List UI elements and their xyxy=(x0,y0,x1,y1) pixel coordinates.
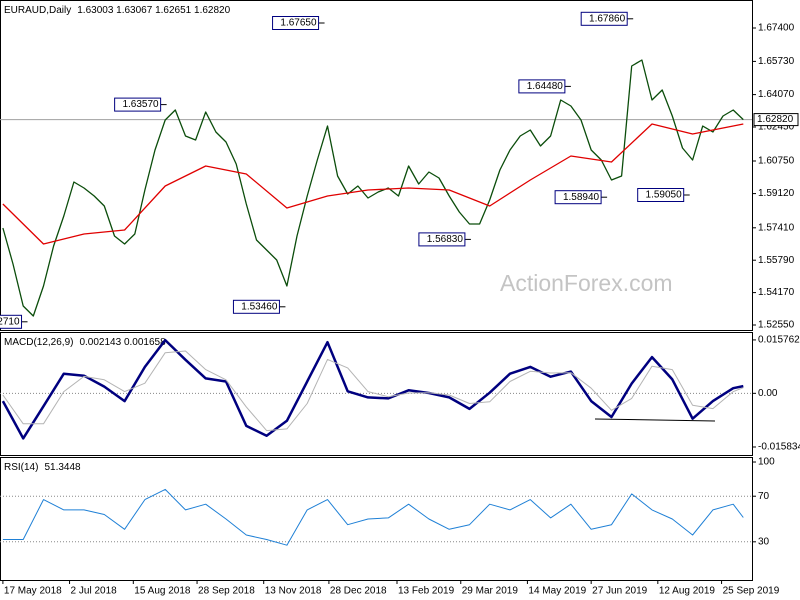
panel-header: EURAUD,Daily 1.63003 1.63067 1.62651 1.62… xyxy=(4,5,231,16)
y-tick-label: 0.015762 xyxy=(758,335,800,346)
y-tick-label: 1.65730 xyxy=(758,56,795,67)
y-tick-label: 70 xyxy=(758,491,770,502)
panel-frame xyxy=(0,332,753,456)
panel-header: MACD(12,26,9) 0.002143 0.001658 xyxy=(4,337,166,348)
x-tick-label: 27 Jun 2019 xyxy=(592,586,647,597)
y-tick-label: -0.015834 xyxy=(758,442,800,453)
x-tick-label: 17 May 2018 xyxy=(4,586,62,597)
annotation-box xyxy=(272,16,320,30)
annotation-label: 1.56830 xyxy=(427,234,464,245)
x-tick-label: 13 Nov 2018 xyxy=(265,586,322,597)
annotation-box xyxy=(637,188,685,202)
y-tick-label: 1.52550 xyxy=(758,320,795,331)
y-tick-label: 1.59120 xyxy=(758,188,795,199)
panel-frame xyxy=(0,0,753,331)
annotation-label: 1.67650 xyxy=(280,18,317,29)
last-price-label: 1.62820 xyxy=(757,114,794,125)
annotation-box xyxy=(580,11,628,26)
indicator-values: 1.63003 1.63067 1.62651 1.62820 xyxy=(77,5,230,16)
annotation-box xyxy=(554,190,602,205)
x-tick-label: 14 May 2019 xyxy=(528,586,586,597)
panel-header: RSI(14) 51.3448 xyxy=(4,462,81,473)
last-price-box xyxy=(753,113,799,127)
x-tick-label: 28 Sep 2018 xyxy=(198,586,255,597)
indicator-title: MACD(12,26,9) xyxy=(4,337,73,348)
y-tick-label: 0.00 xyxy=(758,388,778,399)
indicator-values: 51.3448 xyxy=(44,462,81,473)
indicator-title: RSI(14) xyxy=(4,462,38,473)
y-tick-label: 1.60750 xyxy=(758,156,795,167)
series-line xyxy=(1,338,744,440)
y-tick-label: 1.67400 xyxy=(758,23,795,34)
y-tick-label: 100 xyxy=(758,457,775,468)
watermark: ActionForex.com xyxy=(500,270,673,296)
x-tick-label: 15 Aug 2018 xyxy=(134,586,191,597)
annotation-label: 1.64480 xyxy=(527,81,564,92)
series-line xyxy=(2,350,744,432)
x-tick-label: 12 Aug 2019 xyxy=(659,586,716,597)
y-tick-label: 30 xyxy=(758,536,770,547)
series-line xyxy=(2,123,744,245)
trend-line xyxy=(594,418,716,422)
y-tick-label: 1.55790 xyxy=(758,255,795,266)
annotation-label: 1.67860 xyxy=(589,13,626,24)
series-line xyxy=(2,59,744,317)
y-tick-label: 1.64070 xyxy=(758,89,795,100)
x-tick-label: 2 Jul 2018 xyxy=(71,586,118,597)
indicator-title: EURAUD,Daily xyxy=(4,5,71,16)
x-tick-label: 13 Feb 2019 xyxy=(398,586,455,597)
y-tick-label: 1.62450 xyxy=(758,122,795,133)
annotation-label: 1.59050 xyxy=(646,190,683,201)
annotation-label: 1.53460 xyxy=(241,301,278,312)
panel-frame xyxy=(0,457,753,581)
annotation-box xyxy=(232,299,280,314)
annotation-label: 1.58940 xyxy=(563,192,600,203)
x-tick-label: 28 Dec 2018 xyxy=(330,586,387,597)
annotation-box xyxy=(518,79,566,94)
annotation-box xyxy=(418,232,466,247)
annotation-label: 1.52710 xyxy=(0,316,20,327)
y-tick-label: 1.54170 xyxy=(758,287,795,298)
x-tick-label: 29 Mar 2019 xyxy=(462,586,519,597)
series-line xyxy=(2,488,744,546)
indicator-values: 0.002143 0.001658 xyxy=(79,337,166,348)
annotation-box xyxy=(0,314,23,329)
y-tick-label: 1.57410 xyxy=(758,222,795,233)
annotation-label: 1.63570 xyxy=(122,99,159,110)
annotation-box xyxy=(114,97,162,112)
x-tick-label: 25 Sep 2019 xyxy=(723,586,780,597)
